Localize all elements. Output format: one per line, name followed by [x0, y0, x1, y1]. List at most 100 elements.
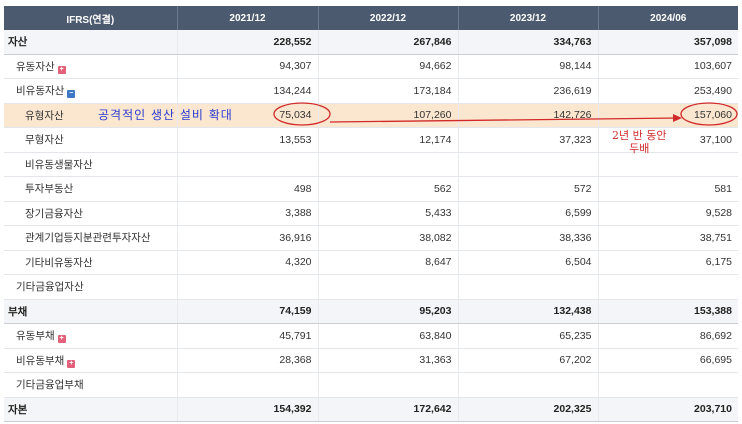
- value-cell: 203,710: [598, 397, 738, 422]
- value-cell: 581: [598, 176, 738, 202]
- collapse-minus-icon[interactable]: −: [67, 90, 76, 99]
- row-label: 자산: [8, 36, 28, 49]
- value-cell: 38,336: [458, 225, 599, 251]
- value-cell: 98,144: [458, 54, 599, 79]
- value-cell: [598, 372, 738, 398]
- value-cell: 38,082: [318, 225, 459, 251]
- row-label-cell: 유동부채 +: [4, 323, 178, 349]
- table-row: 유동자산 +94,307 94,662 98,144 103,607: [4, 54, 738, 79]
- annotation-doubling-line2: 두배: [629, 142, 650, 155]
- annotation-doubling-line1: 2년 반 동안: [612, 129, 667, 142]
- table-row: 비유동부채 +28,368 31,363 67,202 66,695: [4, 348, 738, 373]
- table-row: 부채 74,159 95,203 132,438 153,388: [4, 299, 738, 324]
- value-cell: 74,159: [177, 299, 319, 324]
- value-cell: 498: [177, 176, 319, 202]
- value-cell: 157,060: [598, 103, 738, 128]
- value-cell: 6,175: [598, 250, 738, 275]
- value-cell: 67,202: [458, 348, 599, 373]
- value-cell: [318, 372, 459, 398]
- value-cell: 572: [458, 176, 599, 202]
- value-cell: 28,368: [177, 348, 319, 373]
- row-label: 부채: [8, 305, 28, 318]
- table-row: 유동부채 +45,791 63,840 65,235 86,692: [4, 323, 738, 349]
- value-cell: 6,599: [458, 201, 599, 226]
- row-label: 유동자산: [16, 60, 55, 73]
- row-label-cell: 자본: [4, 397, 178, 422]
- value-cell: [318, 152, 459, 177]
- row-label: 투자부동산: [25, 183, 74, 196]
- balance-sheet-table: IFRS(연결) 2021/12 2022/12 2023/12 2024/06…: [4, 6, 738, 422]
- expand-plus-icon[interactable]: +: [57, 65, 66, 74]
- table-row: 자산 228,552 267,846 334,763 357,098: [4, 30, 738, 55]
- growth-arrow-head: [673, 114, 682, 122]
- value-cell: 8,647: [318, 250, 459, 275]
- row-label-cell: 유형자산: [4, 103, 178, 128]
- value-cell: [458, 152, 599, 177]
- row-label-cell: 관계기업등지분관련투자자산: [4, 225, 178, 251]
- value-cell: [598, 274, 738, 300]
- value-cell: 94,307: [177, 54, 319, 79]
- value-cell: 103,607: [598, 54, 738, 79]
- value-cell: 253,490: [598, 78, 738, 104]
- row-label-cell: 투자부동산: [4, 176, 178, 202]
- value-cell: 134,244: [177, 78, 319, 104]
- value-cell: 4,320: [177, 250, 319, 275]
- value-cell: 95,203: [318, 299, 459, 324]
- value-cell: 94,662: [318, 54, 459, 79]
- row-label: 유형자산: [25, 109, 64, 122]
- row-label: 기타금융업자산: [16, 281, 84, 294]
- row-label: 비유동부채: [16, 354, 65, 367]
- expand-plus-icon[interactable]: +: [67, 359, 76, 368]
- value-cell: 228,552: [177, 30, 319, 55]
- row-label-cell: 무형자산: [4, 127, 178, 153]
- value-cell: 173,184: [318, 78, 459, 104]
- table-body: 자산 228,552 267,846 334,763 357,098 유동자산 +94,30…: [4, 30, 738, 422]
- value-cell: [318, 274, 459, 300]
- table-row: 비유동생물자산: [4, 152, 738, 177]
- value-cell: 3,388: [177, 201, 319, 226]
- value-cell: [458, 274, 599, 300]
- value-cell: 5,433: [318, 201, 459, 226]
- row-label-cell: 비유동생물자산: [4, 152, 178, 177]
- value-cell: 12,174: [318, 127, 459, 153]
- circle-2024-value: [680, 102, 738, 126]
- value-cell: 36,916: [177, 225, 319, 251]
- value-cell: 37,323: [458, 127, 599, 153]
- value-cell: 65,235: [458, 323, 599, 349]
- row-label: 기타금융업부채: [16, 379, 84, 392]
- row-label-cell: 비유동부채 +: [4, 348, 178, 373]
- row-label-cell: 유동자산 +: [4, 54, 178, 79]
- value-cell: [177, 372, 319, 398]
- value-cell: [177, 152, 319, 177]
- expand-plus-icon[interactable]: +: [57, 335, 66, 344]
- value-cell: 236,619: [458, 78, 599, 104]
- value-cell: 154,392: [177, 397, 319, 422]
- header-period-2021: 2021/12: [177, 6, 319, 30]
- row-label: 비유동자산: [16, 85, 65, 98]
- header-period-2022: 2022/12: [318, 6, 459, 30]
- annotation-capex-note: 공격적인 생산 설비 확대: [98, 108, 233, 122]
- row-label: 자본: [8, 403, 28, 416]
- annotation-doubling-note: 2년 반 동안 두배: [612, 129, 666, 155]
- table-row: 기타비유동자산 4,320 8,647 6,504 6,175: [4, 250, 738, 275]
- table-row: 기타금융업자산: [4, 274, 738, 300]
- value-cell: 142,726: [458, 103, 599, 128]
- table-row: 관계기업등지분관련투자자산 36,916 38,082 38,336 38,751: [4, 225, 738, 251]
- value-cell: 38,751: [598, 225, 738, 251]
- row-label: 무형자산: [25, 134, 64, 147]
- row-label-cell: 장기금융자산: [4, 201, 178, 226]
- value-cell: 86,692: [598, 323, 738, 349]
- value-cell: 132,438: [458, 299, 599, 324]
- header-period-2023: 2023/12: [458, 6, 599, 30]
- value-cell: 357,098: [598, 30, 738, 55]
- value-cell: 31,363: [318, 348, 459, 373]
- value-cell: 66,695: [598, 348, 738, 373]
- value-cell: 63,840: [318, 323, 459, 349]
- value-cell: [177, 274, 319, 300]
- row-label-cell: 비유동자산 −: [4, 78, 178, 104]
- row-label: 기타비유동자산: [25, 256, 93, 269]
- table-row: 기타금융업부채: [4, 372, 738, 398]
- row-label-cell: 부채: [4, 299, 178, 324]
